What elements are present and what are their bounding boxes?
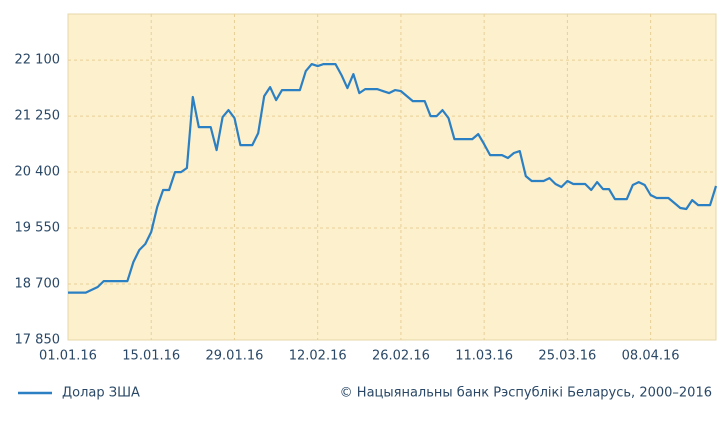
x-tick-label: 01.01.16 bbox=[39, 349, 97, 364]
x-tick-label: 26.02.16 bbox=[372, 349, 430, 364]
x-tick-label: 25.03.16 bbox=[538, 349, 596, 364]
y-tick-label: 21 250 bbox=[15, 109, 61, 124]
line bbox=[68, 62, 718, 294]
x-tick-label: 12.02.16 bbox=[289, 349, 347, 364]
source: © Нацыянальны банк Рэспублікі Беларусь, … bbox=[340, 386, 712, 401]
y-tick-label: 20 400 bbox=[15, 165, 61, 180]
x-tick-label: 29.01.16 bbox=[206, 349, 264, 364]
x-tick-label: 08.04.16 bbox=[622, 349, 680, 364]
y-tick-label: 18 700 bbox=[15, 277, 61, 292]
legend-label: Долар ЗША bbox=[62, 386, 140, 401]
y-tick-label: 22 100 bbox=[15, 53, 61, 68]
x-tick-label: 15.01.16 bbox=[122, 349, 180, 364]
plot-area bbox=[67, 13, 717, 341]
y-tick-label: 17 850 bbox=[15, 333, 61, 348]
x-tick-label: 11.03.16 bbox=[455, 349, 513, 364]
y-tick-label: 19 550 bbox=[15, 221, 61, 236]
